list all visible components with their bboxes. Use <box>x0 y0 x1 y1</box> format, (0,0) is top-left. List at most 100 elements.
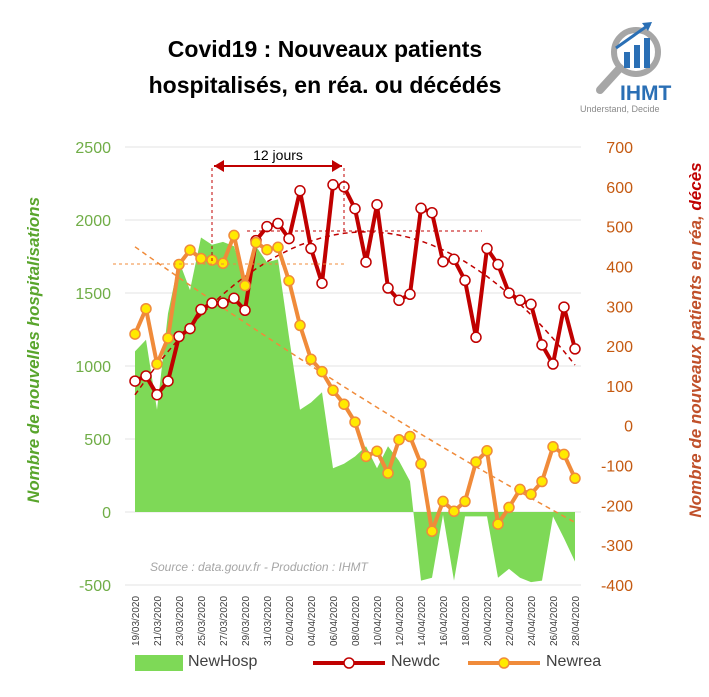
newrea-point-26 <box>415 458 427 470</box>
newdc-point-36 <box>525 298 537 311</box>
y-right-tick-8: 400 <box>606 259 633 276</box>
logo-name: IHMT <box>620 82 672 105</box>
right-axis-ticks: -400 -300 -200 -100 0 100 200 300 400 500 600 700 <box>601 140 633 595</box>
x-axis-ticks: 19/03/2020 21/03/2020 23/03/2020 25/03/2020… <box>131 596 582 646</box>
legend-item-newrea: Newrea <box>546 653 602 670</box>
x-tick-28: 16/04/2020 <box>439 596 450 646</box>
annotation-12-jours: 12 jours <box>113 147 482 265</box>
x-tick-10: 29/03/2020 <box>241 596 252 646</box>
newrea-point-34 <box>503 501 515 514</box>
newrea-point-25 <box>404 430 416 443</box>
ihmt-logo-icon <box>596 22 661 94</box>
newdc-point-6 <box>195 303 207 316</box>
y-right-tick-3: -100 <box>601 459 633 476</box>
newdc-point-37 <box>536 339 548 351</box>
newdc-point-21 <box>360 256 372 268</box>
newrea-point-40 <box>569 472 581 485</box>
newrea-point-5 <box>184 244 196 256</box>
newdc-point-14 <box>283 232 295 245</box>
annotation-arrow-right-head <box>332 160 342 172</box>
newrea-point-20 <box>349 416 361 428</box>
y-left-tick-4: 1500 <box>75 286 111 303</box>
newdc-point-3 <box>162 375 174 387</box>
newrea-point-19 <box>338 398 350 410</box>
y-right-tick-1: -300 <box>601 538 633 555</box>
newrea-point-24 <box>393 433 405 446</box>
newrea-point-30 <box>459 495 471 508</box>
x-tick-20: 08/04/2020 <box>351 596 362 646</box>
x-tick-18: 06/04/2020 <box>329 596 340 646</box>
chart-title-line1: Covid19 : Nouveaux patients <box>167 36 483 62</box>
x-tick-36: 24/04/2020 <box>527 596 538 646</box>
x-tick-12: 31/03/2020 <box>263 596 274 646</box>
y-right-tick-2: -200 <box>601 498 633 515</box>
y-axis-right-label-part2: décès <box>686 162 705 211</box>
annotation-label: 12 jours <box>253 147 303 163</box>
newdc-point-15 <box>294 185 306 197</box>
newdc-point-35 <box>514 294 526 307</box>
y-axis-right-label: Nombre de nouveaux patients en réa, décè… <box>686 130 706 550</box>
y-left-tick-5: 2000 <box>75 213 111 230</box>
newrea-point-29 <box>448 505 460 518</box>
x-tick-34: 22/04/2020 <box>505 596 516 646</box>
newdc-point-16 <box>305 242 317 255</box>
y-right-tick-9: 500 <box>606 220 633 237</box>
newrea-point-8 <box>217 257 229 270</box>
newhosp-area-path <box>135 237 575 583</box>
newdc-point-10 <box>239 304 251 317</box>
newdc-point-4 <box>173 330 185 343</box>
y-right-tick-5: 100 <box>606 379 633 396</box>
newrea-point-35 <box>514 483 526 496</box>
newrea-point-0 <box>129 328 141 340</box>
newrea-point-28 <box>437 495 449 508</box>
newrea-point-22 <box>371 445 383 457</box>
newrea-point-36 <box>525 488 537 500</box>
legend-item-newhosp: NewHosp <box>188 653 258 670</box>
logo-arrow-line <box>615 22 651 50</box>
x-tick-38: 26/04/2020 <box>549 596 560 646</box>
newdc-point-13 <box>272 217 284 230</box>
newrea-point-32 <box>481 445 493 457</box>
newrea-point-16 <box>305 353 317 365</box>
y-left-tick-1: 0 <box>102 505 111 522</box>
newdc-point-28 <box>437 255 449 268</box>
newrea-point-21 <box>360 450 372 463</box>
newrea-point-38 <box>547 441 559 453</box>
newrea-point-3 <box>162 332 174 344</box>
y-right-tick-10: 600 <box>606 180 633 197</box>
x-tick-40: 28/04/2020 <box>571 596 582 646</box>
newdc-point-33 <box>492 258 504 271</box>
logo-bar-3 <box>644 38 650 68</box>
newdc-point-7 <box>206 297 218 309</box>
newrea-point-37 <box>536 475 548 488</box>
legend-item-newdc: Newdc <box>391 653 440 670</box>
x-tick-8: 27/03/2020 <box>219 596 230 646</box>
y-right-tick-6: 200 <box>606 339 633 356</box>
newrea-point-1 <box>140 302 152 315</box>
legend-swatch-newhosp <box>135 655 183 671</box>
newdc-point-18 <box>327 179 339 191</box>
y-right-tick-11: 700 <box>606 140 633 157</box>
logo-tagline: Understand, Decide <box>580 104 660 114</box>
newrea-point-11 <box>250 236 262 249</box>
x-tick-4: 23/03/2020 <box>175 596 186 646</box>
logo-bar-1 <box>624 52 630 68</box>
x-tick-24: 12/04/2020 <box>395 596 406 646</box>
newhosp-area <box>135 237 575 583</box>
logo-arrow-head <box>642 22 652 31</box>
newdc-point-23 <box>382 282 394 294</box>
x-tick-0: 19/03/2020 <box>131 596 142 646</box>
x-tick-30: 18/04/2020 <box>461 596 472 646</box>
logo-lens <box>611 27 661 77</box>
newdc-point-34 <box>503 287 515 299</box>
y-left-tick-3: 1000 <box>75 359 111 376</box>
newdc-point-25 <box>404 288 416 301</box>
newdc-point-31 <box>470 331 482 344</box>
newrea-point-17 <box>316 365 328 378</box>
y-axis-right-label-part1: Nombre de nouveaux patients en réa, <box>686 210 705 518</box>
legend-swatch-newdc-marker <box>343 657 355 669</box>
y-right-tick-4: 0 <box>624 419 633 436</box>
legend-swatch-newrea-marker <box>498 657 510 669</box>
newdc-point-24 <box>393 294 405 307</box>
